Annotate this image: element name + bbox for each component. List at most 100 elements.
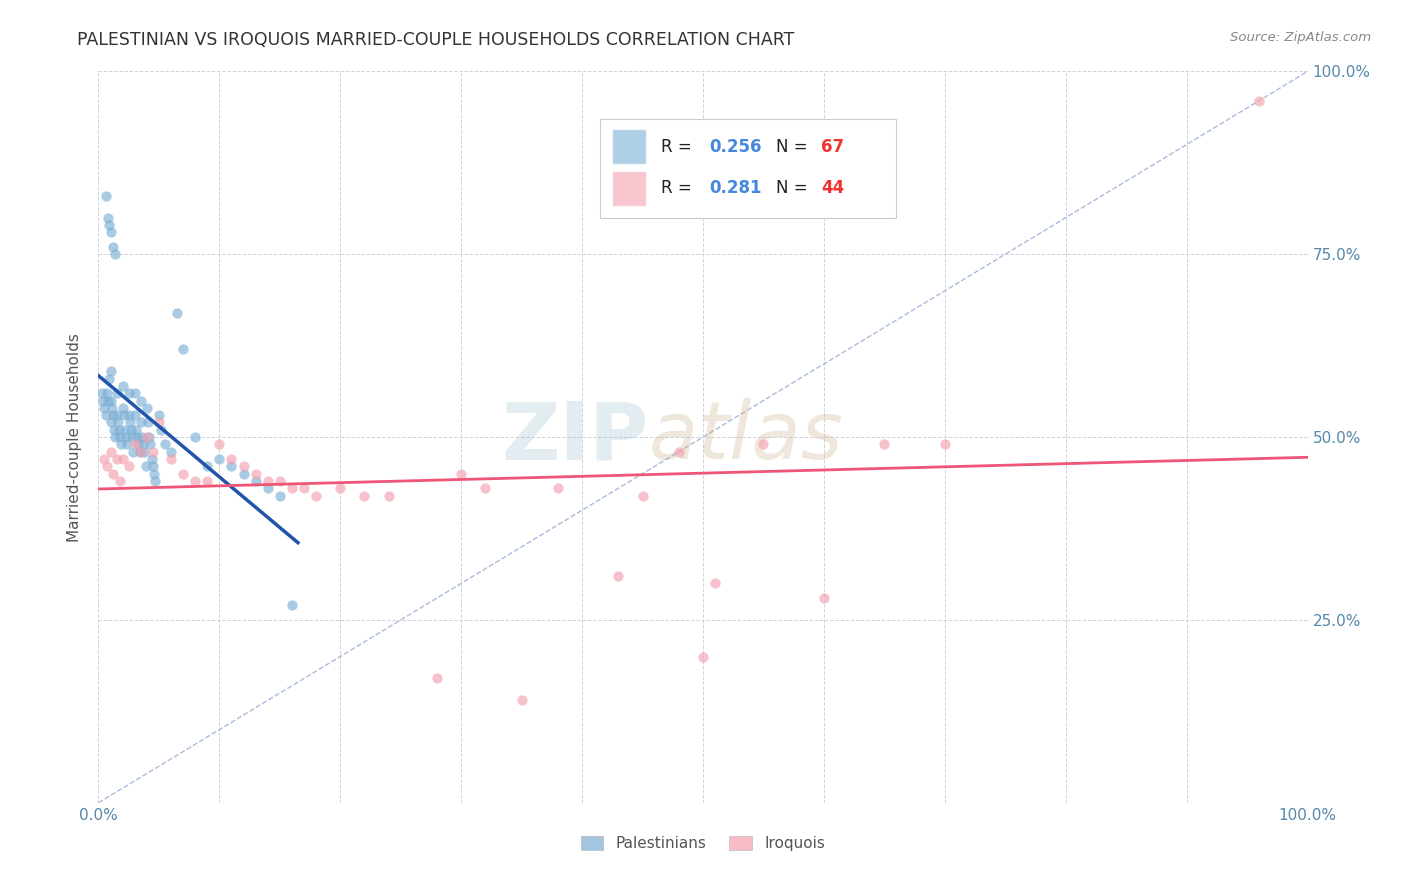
Palestinians <box>208 452 231 467</box>
Iroquois <box>172 467 194 481</box>
Palestinians <box>118 408 141 422</box>
Iroquois <box>105 452 128 467</box>
Palestinians <box>91 393 114 408</box>
FancyBboxPatch shape <box>600 119 897 218</box>
Palestinians <box>129 393 152 408</box>
Palestinians <box>128 444 150 458</box>
Palestinians <box>97 211 120 225</box>
Text: Source: ZipAtlas.com: Source: ZipAtlas.com <box>1230 31 1371 45</box>
Iroquois <box>221 452 243 467</box>
Iroquois <box>547 481 569 495</box>
Palestinians <box>94 188 117 202</box>
Palestinians <box>245 474 267 488</box>
Legend: Palestinians, Iroquois: Palestinians, Iroquois <box>575 830 831 857</box>
Palestinians <box>100 393 122 408</box>
Iroquois <box>692 649 714 664</box>
Palestinians <box>150 423 173 437</box>
Iroquois <box>269 474 291 488</box>
Text: R =: R = <box>661 179 697 197</box>
Palestinians <box>141 452 163 467</box>
Iroquois <box>256 474 278 488</box>
Palestinians <box>91 386 114 401</box>
Palestinians <box>184 430 207 444</box>
Palestinians <box>108 423 131 437</box>
Palestinians <box>136 416 159 430</box>
Palestinians <box>135 401 157 415</box>
Palestinians <box>96 386 118 401</box>
Palestinians <box>94 408 117 422</box>
Iroquois <box>305 489 328 503</box>
Palestinians <box>118 386 141 401</box>
Palestinians <box>127 430 149 444</box>
Palestinians <box>142 459 165 474</box>
Text: ZIP: ZIP <box>502 398 648 476</box>
Palestinians <box>104 247 127 261</box>
Palestinians <box>111 379 134 393</box>
Palestinians <box>134 444 156 458</box>
Iroquois <box>704 576 727 591</box>
Palestinians <box>117 437 139 451</box>
Palestinians <box>131 430 153 444</box>
Iroquois <box>510 693 533 707</box>
Palestinians <box>111 401 134 415</box>
Palestinians <box>124 386 146 401</box>
Iroquois <box>474 481 496 495</box>
Palestinians <box>148 408 170 422</box>
Text: 0.281: 0.281 <box>709 179 762 197</box>
Iroquois <box>934 437 956 451</box>
Palestinians <box>172 343 194 357</box>
Palestinians <box>132 437 155 451</box>
Palestinians <box>139 437 162 451</box>
Iroquois <box>160 452 183 467</box>
Iroquois <box>101 467 124 481</box>
Palestinians <box>101 240 124 254</box>
Iroquois <box>607 569 630 583</box>
Iroquois <box>873 437 896 451</box>
Iroquois <box>124 437 146 451</box>
Palestinians <box>97 393 120 408</box>
Iroquois <box>292 481 315 495</box>
Palestinians <box>110 437 132 451</box>
Iroquois <box>377 489 399 503</box>
Palestinians <box>127 437 149 451</box>
Iroquois <box>142 444 165 458</box>
Palestinians <box>160 444 183 458</box>
Iroquois <box>450 467 472 481</box>
Palestinians <box>93 401 115 415</box>
Palestinians <box>98 218 121 232</box>
Palestinians <box>107 416 129 430</box>
Iroquois <box>752 437 775 451</box>
FancyBboxPatch shape <box>613 171 647 206</box>
Iroquois <box>232 459 254 474</box>
Iroquois <box>631 489 654 503</box>
Text: R =: R = <box>661 137 697 156</box>
Palestinians <box>281 599 304 613</box>
Iroquois <box>195 474 218 488</box>
Palestinians <box>98 371 121 385</box>
Palestinians <box>112 408 135 422</box>
Palestinians <box>153 437 176 451</box>
Palestinians <box>118 416 141 430</box>
Palestinians <box>269 489 291 503</box>
Iroquois <box>281 481 304 495</box>
Palestinians <box>103 423 125 437</box>
Palestinians <box>105 386 128 401</box>
Iroquois <box>329 481 352 495</box>
Palestinians <box>221 459 243 474</box>
Palestinians <box>143 467 166 481</box>
Iroquois <box>353 489 375 503</box>
Palestinians <box>115 430 138 444</box>
Palestinians <box>120 423 142 437</box>
Text: PALESTINIAN VS IROQUOIS MARRIED-COUPLE HOUSEHOLDS CORRELATION CHART: PALESTINIAN VS IROQUOIS MARRIED-COUPLE H… <box>77 31 794 49</box>
Palestinians <box>121 430 143 444</box>
Palestinians <box>256 481 278 495</box>
Palestinians <box>122 444 145 458</box>
Iroquois <box>208 437 231 451</box>
Iroquois <box>245 467 267 481</box>
Text: 0.256: 0.256 <box>709 137 762 156</box>
Iroquois <box>108 474 131 488</box>
Iroquois <box>426 672 449 686</box>
Palestinians <box>100 416 122 430</box>
Palestinians <box>100 401 122 415</box>
Palestinians <box>129 416 152 430</box>
